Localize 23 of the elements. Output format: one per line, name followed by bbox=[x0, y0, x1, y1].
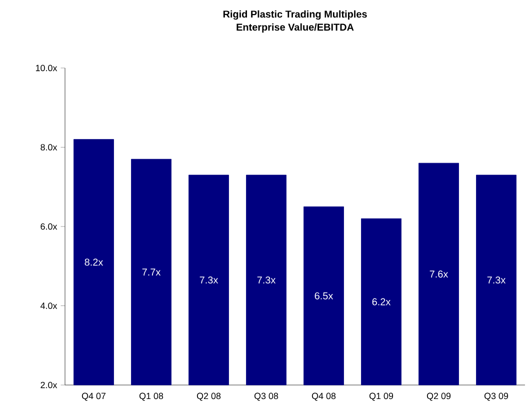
x-tick-label: Q4 07 bbox=[82, 392, 106, 401]
y-tick-label: 10.0x bbox=[36, 64, 58, 72]
data-label: 7.3x bbox=[200, 276, 218, 284]
y-tick-label: 6.0x bbox=[40, 223, 58, 230]
data-label: 7.7x bbox=[142, 268, 161, 276]
y-tick-label: 4.0x bbox=[40, 302, 58, 309]
x-tick-label: Q4 08 bbox=[312, 392, 336, 401]
x-tick-label: Q3 08 bbox=[254, 392, 278, 401]
x-tick-label: Q1 09 bbox=[369, 392, 394, 401]
data-label: 7.6x bbox=[430, 270, 448, 278]
x-tick-label: Q2 09 bbox=[426, 392, 451, 401]
data-label: 6.2x bbox=[372, 298, 391, 306]
y-tick-label: 8.0x bbox=[40, 144, 58, 150]
y-tick-label: 2.0x bbox=[40, 382, 58, 388]
data-label: 7.3x bbox=[487, 276, 506, 284]
data-label: 6.5x bbox=[314, 292, 334, 300]
data-label: 8.2x bbox=[84, 258, 104, 266]
x-tick-label: Q2 08 bbox=[196, 392, 221, 401]
data-label: 7.3x bbox=[257, 276, 276, 284]
x-tick-label: Q1 08 bbox=[139, 392, 164, 401]
x-tick-label: Q3 09 bbox=[484, 392, 508, 401]
chart-title: Rigid Plastic Trading Multiples bbox=[223, 10, 367, 20]
chart-subtitle: Enterprise Value/EBITDA bbox=[236, 23, 354, 33]
